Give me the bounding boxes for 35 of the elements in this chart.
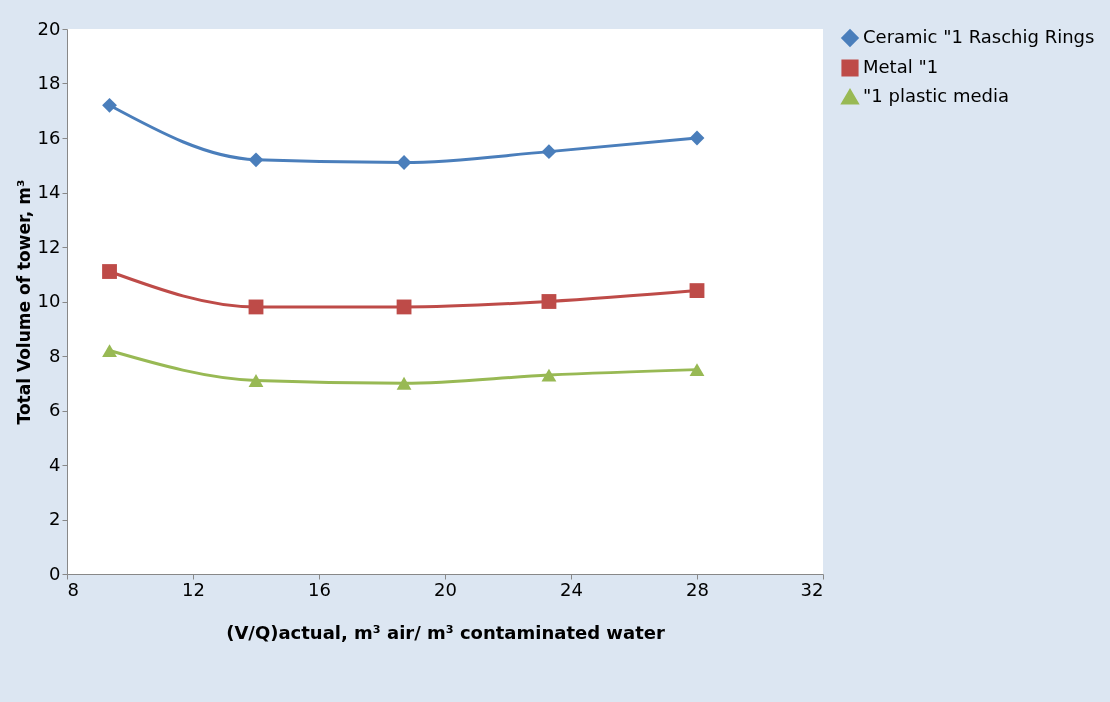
point [396,376,412,390]
point [102,344,117,357]
y-tick-label: 16 [37,126,61,148]
point [689,363,705,377]
point [102,97,117,113]
y-tick-label: 2 [49,508,61,529]
x-tick-label: 16 [308,578,331,600]
y-tick-label: 12 [37,235,61,257]
x-tick-label: 20 [434,578,457,600]
legend-label: Metal "1 [863,56,939,77]
x-tick-label: 24 [560,578,583,600]
x-tick-label: 8 [67,578,79,600]
legend-label: "1 plastic media [863,85,1010,106]
x-tick-label: 32 [800,578,824,600]
x-axis-title: (V/Q)actual, m³ air/ m³ contaminated water [226,621,665,643]
legend-label: Ceramic "1 Raschig Rings [863,26,1095,47]
x-tick-label: 12 [182,578,205,600]
y-tick-label: 14 [37,181,61,202]
y-tick-label: 4 [49,453,61,475]
point [541,294,557,309]
y-axis-title: Total Volume of tower, m³ [13,179,34,425]
point [541,368,557,382]
point [541,144,557,160]
point [248,152,264,168]
y-tick-label: 18 [37,72,61,93]
y-tick-label: 10 [37,290,61,311]
point [689,283,705,299]
y-tick-label: 6 [49,399,61,420]
y-tick-label: 20 [37,17,61,39]
point [102,264,117,279]
y-tick-label: 0 [49,562,61,584]
point [689,130,705,146]
point [248,374,264,387]
x-tick-label: 28 [686,578,709,600]
y-tick-label: 8 [49,344,61,366]
